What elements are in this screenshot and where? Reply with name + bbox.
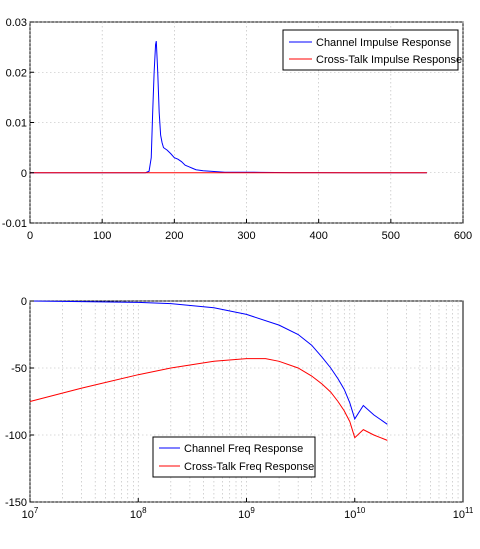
y-tick-label: 0.02	[6, 67, 27, 79]
y-tick-label: 0.03	[6, 17, 27, 29]
legend-box	[282, 29, 459, 71]
x-tick-label: 600	[454, 230, 472, 242]
y-tick-label: -150	[5, 497, 27, 509]
x-tick-label: 107	[22, 506, 39, 521]
y-tick-label: 0.01	[6, 118, 27, 130]
x-tick-label: 200	[165, 230, 183, 242]
legend-label-crosstalk: Cross-Talk Freq Response	[184, 461, 314, 473]
series-group	[30, 40, 427, 174]
series-group	[29, 300, 388, 441]
y-tick-label: -50	[11, 363, 27, 375]
x-tick-label: 0	[27, 230, 33, 242]
y-tick-label: -100	[5, 430, 27, 442]
series-line-1	[29, 358, 388, 441]
x-tick-label: 1011	[453, 506, 474, 521]
x-axis: 107 108 109 1010 1011	[22, 498, 474, 521]
legend-label-channel: Channel Impulse Response	[316, 37, 451, 49]
legend-label-channel: Channel Freq Response	[184, 443, 303, 455]
x-axis: 0 100 200 300 400 500 600	[27, 219, 472, 242]
x-tick-label: 108	[130, 506, 147, 521]
freq-response-chart: 107 108 109 1010 1011 -150 -100 -50 0 Channel F…	[5, 296, 474, 521]
y-axis: -0.01 0 0.01 0.02 0.03	[2, 17, 34, 230]
legend-box	[152, 436, 316, 478]
x-tick-label: 100	[93, 230, 111, 242]
x-tick-label: 109	[238, 506, 255, 521]
x-tick-label: 500	[382, 230, 400, 242]
y-tick-label: 0	[21, 296, 27, 308]
x-tick-label: 1010	[344, 506, 366, 521]
x-tick-label: 400	[309, 230, 327, 242]
y-tick-label: 0	[21, 168, 27, 180]
legend: Channel Impulse Response Cross-Talk Impu…	[282, 29, 462, 71]
series-line-0	[29, 300, 388, 425]
legend: Channel Freq Response Cross-Talk Freq Re…	[152, 436, 316, 478]
x-tick-label: 300	[237, 230, 255, 242]
legend-label-crosstalk: Cross-Talk Impulse Response	[316, 54, 462, 66]
grid	[29, 300, 463, 503]
y-axis: -150 -100 -50 0	[5, 296, 34, 509]
y-tick-label: -0.01	[2, 218, 27, 230]
